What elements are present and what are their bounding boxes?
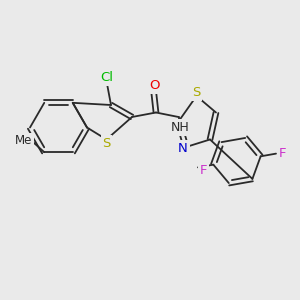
Text: N: N xyxy=(178,142,188,155)
Text: Me: Me xyxy=(15,134,33,148)
Text: F: F xyxy=(279,147,286,160)
Text: O: O xyxy=(149,79,160,92)
Text: S: S xyxy=(102,136,111,150)
Text: S: S xyxy=(192,86,201,100)
Text: Cl: Cl xyxy=(100,71,113,84)
Text: NH: NH xyxy=(171,121,189,134)
Text: F: F xyxy=(200,164,207,177)
